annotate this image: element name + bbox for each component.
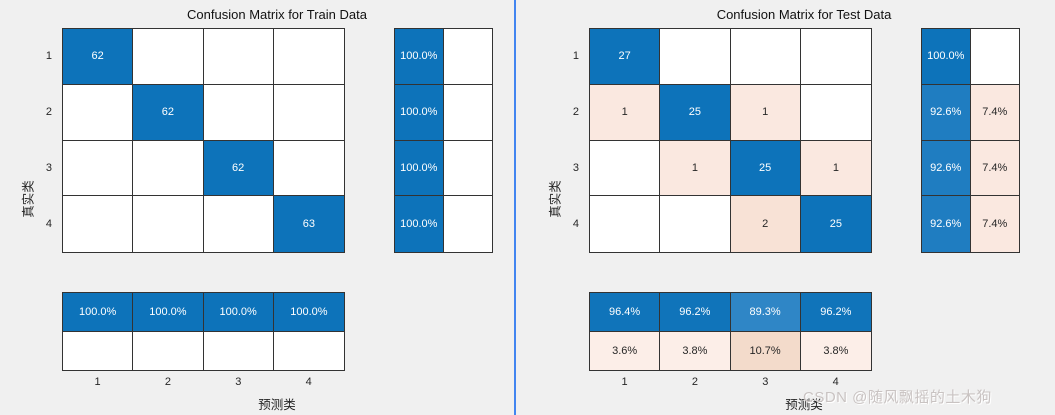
matrix-cell: 25 [800,196,871,252]
matrix-cell: 25 [660,84,731,141]
figure-window-divider [514,0,516,415]
y-axis-label: 真实类 [548,180,563,218]
x-tick-label: 1 [621,376,628,388]
matrix-cell [273,140,344,197]
matrix-cell: 92.6% [922,196,971,252]
matrix-cell: 100.0% [395,29,444,85]
matrix-cell [443,196,492,252]
x-tick-label: 2 [164,376,171,388]
matrix-cell: 100.0% [395,196,444,252]
matrix-cell [443,29,492,85]
matrix-cell: 92.6% [922,84,971,141]
matrix-cell: 1 [590,84,661,141]
matrix-cell: 100.0% [63,293,134,332]
confusion-matrix-grid: 27 1 25 1 1 25 1 2 25 [589,28,872,253]
matrix-cell [203,84,274,141]
matrix-cell [443,140,492,197]
x-tick-label: 4 [305,376,312,388]
train-confusion-chart: Confusion Matrix for Train Data 真实类 62 62… [0,0,516,415]
x-tick-label: 1 [94,376,101,388]
matrix-cell [133,140,204,197]
matrix-cell: 7.4% [970,84,1019,141]
matrix-cell: 1 [660,140,731,197]
x-tick-label: 4 [832,376,839,388]
x-axis-label: 预测类 [258,398,296,412]
matrix-cell [273,29,344,85]
matrix-cell [273,331,344,370]
test-confusion-chart: Confusion Matrix for Test Data 真实类 27 1 25… [527,0,1055,415]
matrix-cell: 3.8% [800,331,871,370]
matrix-cell [203,331,274,370]
y-axis-label: 真实类 [21,180,36,218]
matrix-cell [273,84,344,141]
matrix-cell: 7.4% [970,196,1019,252]
matrix-cell: 25 [730,140,801,197]
matrix-cell [133,196,204,252]
matrix-cell [970,29,1019,85]
matrix-cell [133,29,204,85]
matrix-cell [133,331,204,370]
matrix-cell [660,29,731,85]
chart-title: Confusion Matrix for Test Data [716,7,892,22]
matrix-cell: 100.0% [395,140,444,197]
matrix-cell: 62 [203,140,274,197]
matrix-cell: 62 [133,84,204,141]
matrix-cell: 96.2% [660,293,731,332]
matrix-cell [590,140,661,197]
matrix-cell [443,84,492,141]
matrix-cell: 62 [63,29,134,85]
matrix-cell: 100.0% [922,29,971,85]
matrix-cell: 1 [800,140,871,197]
matrix-cell [730,29,801,85]
y-tick-label: 2 [45,106,52,118]
matrix-cell [203,29,274,85]
matrix-cell: 3.8% [660,331,731,370]
chart-title: Confusion Matrix for Train Data [187,7,367,22]
matrix-cell: 100.0% [203,293,274,332]
matrix-cell: 100.0% [133,293,204,332]
matrix-cell [203,196,274,252]
matrix-cell: 96.2% [800,293,871,332]
confusion-matrix-grid: 62 62 62 63 [62,28,345,253]
x-tick-label: 3 [235,376,242,388]
y-tick-label: 1 [45,50,52,62]
matrix-cell [63,331,134,370]
matrix-cell: 2 [730,196,801,252]
x-tick-label: 3 [762,376,769,388]
matrix-cell [660,196,731,252]
matrix-cell: 96.4% [590,293,661,332]
matrix-cell: 1 [730,84,801,141]
matrix-cell: 63 [273,196,344,252]
matrix-cell: 10.7% [730,331,801,370]
y-tick-label: 4 [572,218,579,230]
row-summary-grid: 100.0% 100.0% 100.0% 100.0% [394,28,493,253]
column-summary-grid: 100.0% 100.0% 100.0% 100.0% [62,292,345,371]
matrix-cell: 3.6% [590,331,661,370]
y-tick-label: 3 [45,162,52,174]
matrix-cell: 92.6% [922,140,971,197]
matrix-cell: 27 [590,29,661,85]
matrix-cell [800,29,871,85]
matrix-cell: 89.3% [730,293,801,332]
x-axis-label: 预测类 [785,398,823,412]
y-tick-label: 4 [45,218,52,230]
csdn-watermark: CSDN @随风飘摇的土木狗 [803,389,992,406]
y-tick-label: 3 [572,162,579,174]
matrix-cell [800,84,871,141]
matrix-cell [63,84,134,141]
matrix-cell [590,196,661,252]
column-summary-grid: 96.4% 96.2% 89.3% 96.2% 3.6% 3.8% 10.7% 3.8% [589,292,872,371]
row-summary-grid: 100.0% 92.6% 7.4% 92.6% 7.4% 92.6% 7.4% [921,28,1020,253]
x-tick-label: 2 [691,376,698,388]
y-tick-label: 1 [572,50,579,62]
matrix-cell [63,196,134,252]
matrix-cell [63,140,134,197]
matrix-cell: 7.4% [970,140,1019,197]
matrix-cell: 100.0% [395,84,444,141]
matrix-cell: 100.0% [273,293,344,332]
y-tick-label: 2 [572,106,579,118]
